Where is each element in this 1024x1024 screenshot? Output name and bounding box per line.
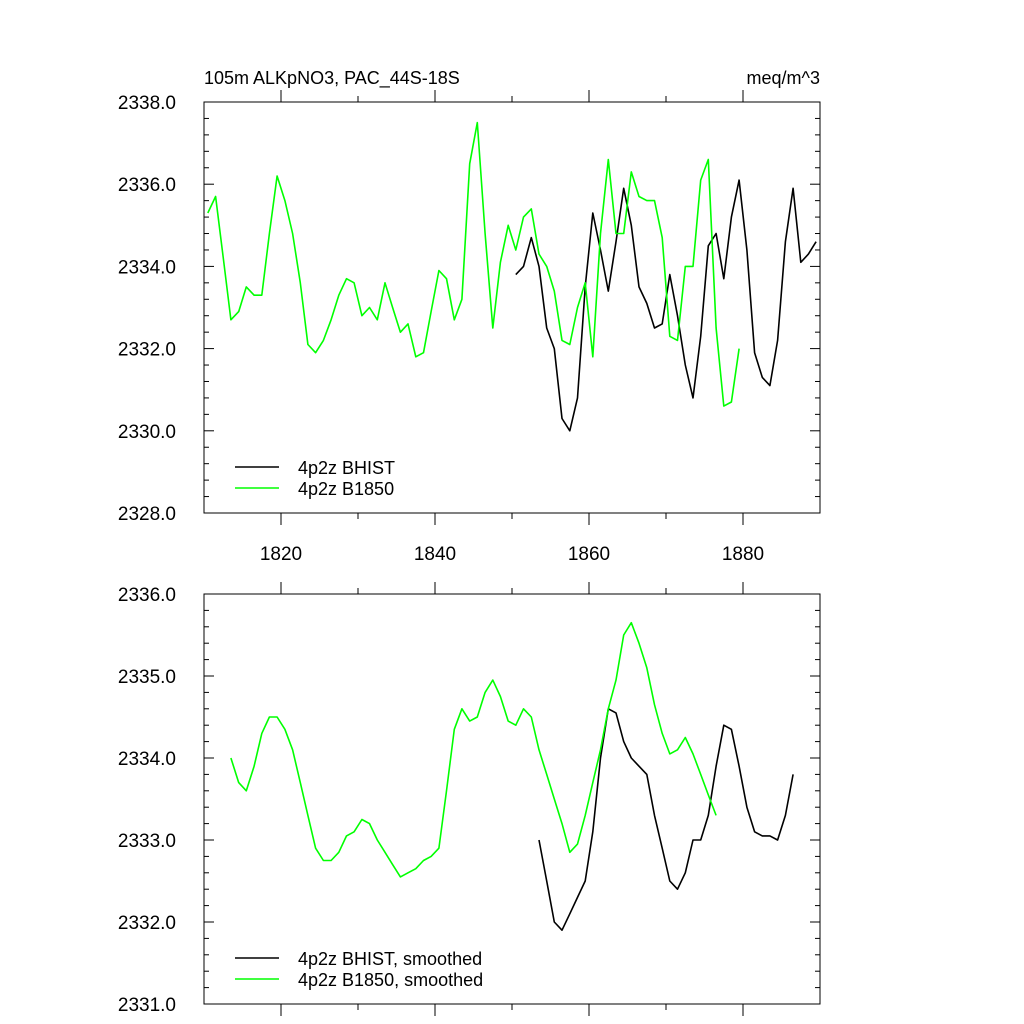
y-tick-label: 2333.0 [118, 831, 176, 852]
y-tick-label: 2335.0 [118, 667, 176, 688]
legend-label: 4p2z BHIST [298, 458, 395, 478]
y-tick-label: 2330.0 [118, 422, 176, 443]
x-tick-label: 1820 [260, 544, 302, 565]
x-tick-label: 1880 [722, 544, 764, 565]
top-panel: 105m ALKpNO3, PAC_44S-18S meq/m^3 2328.0… [118, 68, 821, 565]
y-tick-label: 2331.0 [118, 995, 176, 1016]
y-tick-label: 2336.0 [118, 585, 176, 606]
y-tick-label: 2334.0 [118, 257, 176, 278]
top-panel-frame [203, 101, 821, 514]
top-panel-ticks: 2328.0 2330.0 2332.0 2334.0 2336.0 2338.0 1820… [118, 90, 820, 565]
chart-units: meq/m^3 [747, 68, 820, 88]
top-panel-series [207, 121, 817, 432]
legend-label: 4p2z BHIST, smoothed [298, 949, 482, 969]
legend-label: 4p2z B1850, smoothed [298, 970, 483, 990]
chart-title: 105m ALKpNO3, PAC_44S-18S [204, 68, 460, 89]
x-tick-label: 1860 [568, 544, 610, 565]
y-tick-label: 2334.0 [118, 749, 176, 770]
y-tick-label: 2338.0 [118, 93, 176, 114]
x-tick-label: 1840 [414, 544, 456, 565]
bottom-panel-frame [203, 593, 821, 1005]
series-line-bhist [515, 179, 817, 432]
bottom-panel-series [230, 621, 794, 932]
bottom-panel-ticks: 2331.0 2332.0 2333.0 2334.0 2335.0 2336.0 [118, 582, 820, 1016]
series-line-b1850 [207, 121, 740, 407]
y-tick-label: 2336.0 [118, 175, 176, 196]
legend-label: 4p2z B1850 [298, 479, 394, 499]
y-tick-label: 2328.0 [118, 504, 176, 525]
bottom-panel: 2331.0 2332.0 2333.0 2334.0 2335.0 2336.0 4p2… [118, 582, 821, 1016]
series-line-bhist [538, 707, 794, 932]
series-line-b1850 [230, 621, 717, 878]
y-tick-label: 2332.0 [118, 913, 176, 934]
y-tick-label: 2332.0 [118, 340, 176, 361]
